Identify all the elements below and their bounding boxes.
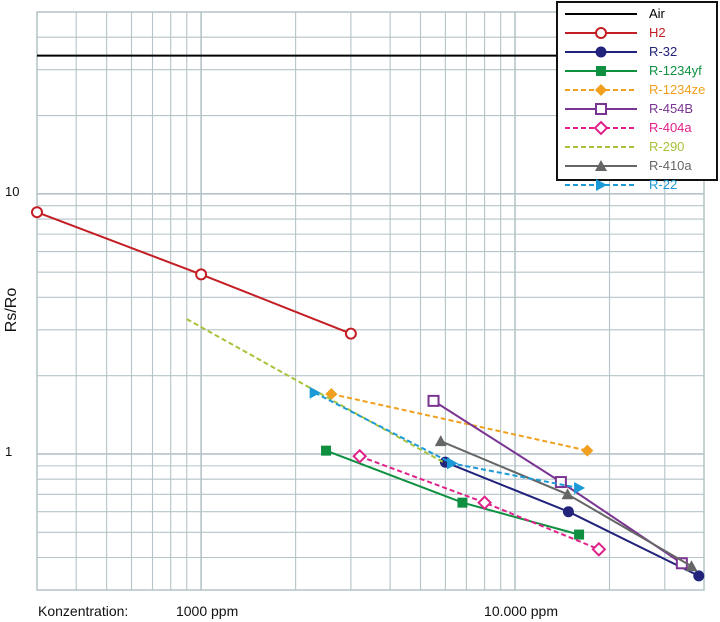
x-tick-label: 10.000 ppm: [484, 603, 558, 619]
series-group: [31, 54, 705, 582]
data-point: [309, 386, 321, 399]
tick-labels: 1 10 1000 ppm 10.000 ppm: [5, 184, 558, 619]
legend-label: R-290: [649, 139, 684, 154]
legend-label: R-404a: [649, 120, 692, 135]
data-point: [595, 103, 607, 115]
legend-label: H2: [649, 25, 666, 40]
y-tick-label: 10: [5, 184, 19, 199]
legend-item: H2: [565, 25, 666, 40]
series-r-1234yf: [321, 445, 585, 540]
series-line: [331, 393, 588, 452]
data-point: [685, 560, 698, 572]
legend-item: R-1234yf: [565, 63, 702, 78]
data-point: [595, 84, 607, 96]
data-point: [595, 27, 607, 39]
y-axis-label: Rs/Ro: [3, 288, 20, 333]
data-point: [477, 495, 493, 511]
legend-item: Air: [565, 6, 666, 21]
legend-item: R-22: [565, 177, 677, 192]
data-point: [561, 488, 574, 500]
data-point: [321, 445, 332, 456]
data-point: [457, 497, 468, 508]
data-point: [434, 435, 447, 447]
legend-label: Air: [649, 6, 666, 21]
series-r-410a: [434, 435, 698, 572]
legend-label: R-454B: [649, 101, 693, 116]
data-point: [593, 120, 609, 136]
legend-item: R-290: [565, 139, 684, 154]
data-point: [195, 268, 208, 281]
legend-item: R-404a: [565, 120, 692, 136]
data-point: [581, 444, 594, 457]
series-line: [359, 455, 600, 551]
data-point: [574, 481, 586, 494]
series-r-1234ze: [325, 388, 594, 457]
data-point: [31, 206, 43, 219]
legend-item: R-454B: [565, 101, 693, 116]
series-h2: [31, 206, 357, 340]
data-point: [591, 541, 607, 557]
data-point: [554, 476, 567, 489]
legend-item: R-410a: [565, 158, 692, 173]
legend-item: R-1234ze: [565, 82, 705, 97]
plot-frame: [36, 11, 705, 591]
x-axis-label: Konzentration:: [38, 603, 128, 619]
data-point: [595, 160, 607, 171]
y-tick-label: 1: [5, 444, 12, 459]
series-r-32: [439, 456, 705, 582]
legend-label: R-22: [649, 177, 677, 192]
x-tick-label: 1000 ppm: [176, 603, 238, 619]
data-point: [693, 570, 705, 582]
legend-label: R-410a: [649, 158, 692, 173]
data-point: [595, 46, 607, 58]
legend: Air H2 R-32 R-1234yf R-1234ze R-454B R-404a R-2…: [556, 1, 718, 192]
legend-label: R-1234ze: [649, 82, 705, 97]
legend-item: R-32: [565, 44, 677, 59]
data-point: [427, 394, 440, 407]
data-point: [447, 457, 459, 470]
series-r-404a: [352, 448, 607, 557]
data-point: [596, 179, 607, 191]
legend-label: R-32: [649, 44, 677, 59]
data-point: [574, 529, 585, 540]
data-point: [596, 66, 606, 76]
legend-label: R-1234yf: [649, 63, 702, 78]
data-point: [562, 506, 574, 518]
data-point: [344, 327, 357, 340]
series-r-22: [309, 386, 586, 494]
data-point: [352, 448, 368, 464]
